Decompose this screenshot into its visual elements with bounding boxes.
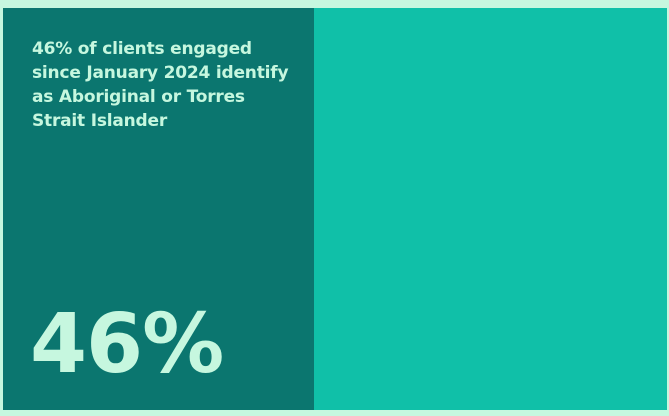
stat-card: 46% of clients engaged since January 202… (3, 8, 667, 410)
stat-value: 46% (30, 297, 224, 392)
stat-caption: 46% of clients engaged since January 202… (32, 39, 289, 131)
highlight-panel: 46% of clients engaged since January 202… (3, 8, 314, 410)
remainder-panel (314, 8, 667, 410)
